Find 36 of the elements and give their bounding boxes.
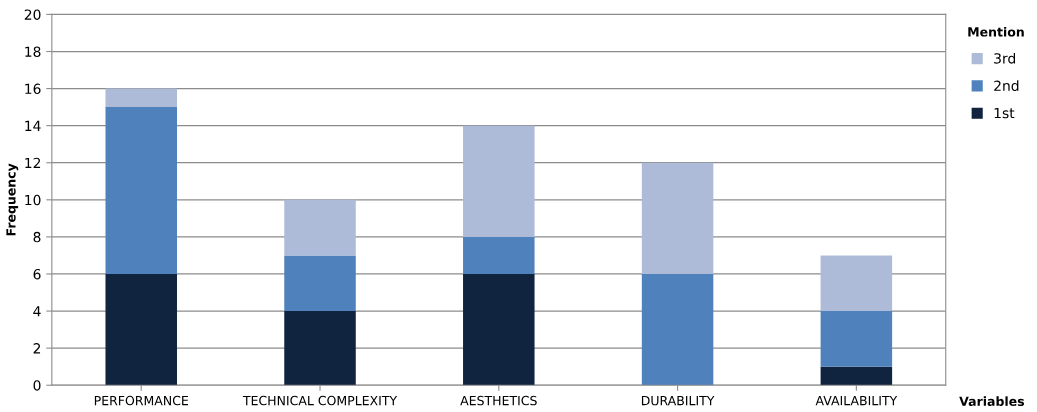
bar: [105, 88, 177, 108]
bar: [641, 273, 714, 386]
bar: [463, 273, 535, 386]
bar: [284, 311, 356, 386]
y-tick-label: 8: [33, 231, 41, 243]
y-tick-label: 0: [33, 380, 41, 391]
y-tick-label: 14: [25, 120, 41, 131]
legend-label: 2nd: [994, 80, 1019, 91]
bar: [105, 107, 177, 274]
y-tick-label: 18: [25, 46, 41, 57]
y-tick-label: 16: [25, 83, 41, 95]
bar: [284, 199, 356, 256]
y-tick-label: 2: [33, 343, 41, 354]
bar: [284, 255, 356, 312]
legend-title: Mention: [968, 26, 1024, 37]
bar: [820, 311, 893, 367]
x-tick-label: DURABILITY: [641, 396, 715, 406]
bar: [463, 125, 535, 237]
y-tick-label: 4: [33, 306, 41, 317]
y-tick-label: 10: [25, 194, 41, 206]
x-tick-label: PERFORMANCE: [94, 395, 189, 406]
x-tick-label: AESTHETICS: [460, 395, 537, 406]
legend-label: 3rd: [994, 52, 1016, 64]
x-tick-label: AVAILABILITY: [815, 396, 898, 406]
y-tick-label: 12: [25, 157, 41, 169]
bar: [820, 366, 893, 386]
bar: [105, 273, 177, 386]
legend-label: 1st: [994, 108, 1015, 119]
bar: [463, 236, 535, 274]
x-tick-label: TECHNICAL COMPLEXITY: [242, 395, 398, 406]
y-tick-label: 20: [24, 9, 41, 20]
x-axis-title: Variables: [959, 396, 1025, 407]
bar: [820, 255, 893, 312]
y-tick-label: 6: [33, 268, 41, 280]
y-axis-title: Frequency: [6, 163, 19, 236]
bar: [641, 162, 714, 274]
